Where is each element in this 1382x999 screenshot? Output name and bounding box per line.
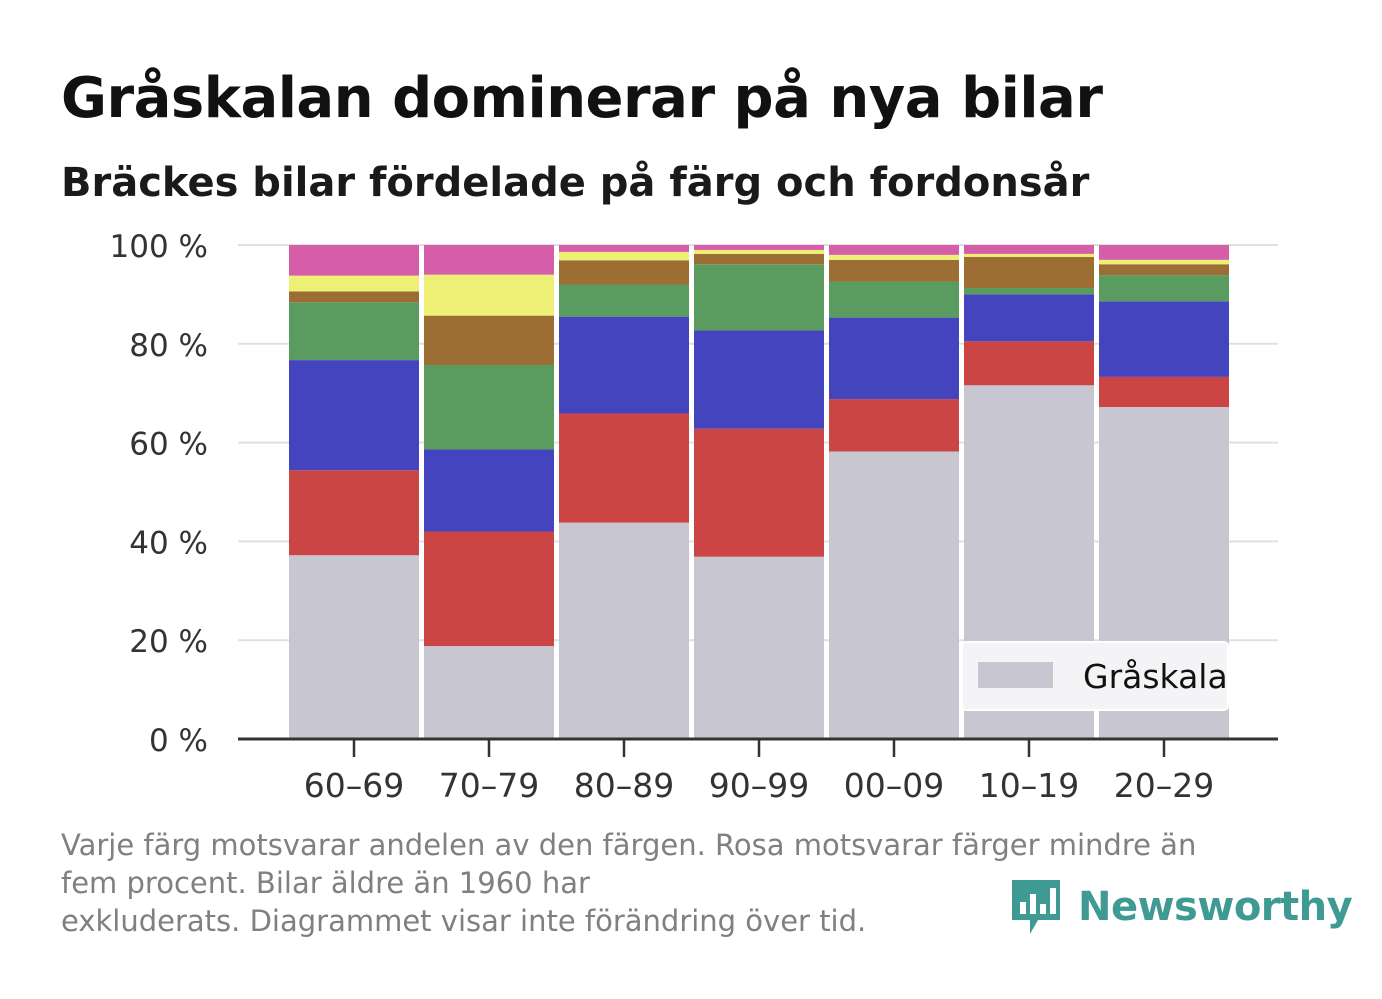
legend-label: Gråskala	[1083, 657, 1228, 696]
caption-line-1: Varje färg motsvarar andelen av den färg…	[61, 828, 1197, 862]
bar-segment	[1099, 264, 1229, 276]
bar-segment	[289, 360, 419, 471]
y-axis-ticks: 0 % 20 % 40 % 60 % 80 % 100 %	[110, 229, 208, 759]
bar-segment	[289, 245, 419, 276]
bar-segment	[964, 341, 1094, 386]
bar-segment	[559, 522, 689, 739]
bar-segment	[694, 249, 824, 254]
x-tick-label: 10–19	[979, 766, 1079, 805]
legend: Gråskala	[961, 641, 1229, 711]
bar-segment	[424, 274, 554, 316]
stacked-bar-chart: 0 % 20 % 40 % 60 % 80 % 100 % 60–69 70–79 80–89…	[110, 229, 1278, 805]
bar-segment	[559, 413, 689, 523]
bar-segment	[289, 275, 419, 292]
x-tick-label: 70–79	[439, 766, 539, 805]
bar-segment	[694, 428, 824, 557]
bar-segment	[1099, 275, 1229, 302]
bar-segment	[424, 365, 554, 450]
bar-segment	[964, 294, 1094, 342]
y-tick-label: 40 %	[129, 525, 208, 561]
caption: Varje färg motsvarar andelen av den färg…	[61, 826, 1301, 938]
bar-segment	[559, 251, 689, 261]
bar-segment	[964, 253, 1094, 257]
bar-segment	[1099, 376, 1229, 408]
bar-segment	[559, 316, 689, 414]
bar-segment	[829, 245, 959, 255]
bar-segment	[829, 281, 959, 318]
bar-segment	[1099, 245, 1229, 260]
y-tick-label: 20 %	[129, 624, 208, 660]
bar-segment	[424, 245, 554, 275]
bar-segment	[289, 291, 419, 303]
bar-segment	[1099, 259, 1229, 265]
legend-box	[961, 641, 1229, 711]
legend-swatch	[978, 662, 1053, 688]
caption-line-2: fem procent. Bilar äldre än 1960 har	[61, 866, 590, 900]
bar-segment	[694, 253, 824, 265]
bar-segment	[694, 556, 824, 739]
y-tick-label: 0 %	[149, 723, 208, 759]
chart-subtitle: Bräckes bilar fördelade på färg och ford…	[61, 160, 1090, 206]
x-tick-label: 20–29	[1114, 766, 1214, 805]
brand-name: Newsworthy	[1078, 884, 1353, 930]
bar-segment	[289, 470, 419, 556]
x-tick-label: 60–69	[304, 766, 404, 805]
bar-segment	[694, 264, 824, 331]
bar-segment	[424, 646, 554, 739]
y-tick-label: 80 %	[129, 328, 208, 364]
bar-segment	[1099, 301, 1229, 377]
bar-segment	[424, 315, 554, 366]
newsworthy-logo-icon	[1012, 880, 1060, 934]
y-tick-label: 100 %	[110, 229, 208, 265]
bar-segment	[829, 254, 959, 260]
x-axis-ticks: 60–69 70–79 80–89 90–99 00–09 10–19 20–29	[304, 739, 1214, 805]
x-tick-label: 90–99	[709, 766, 809, 805]
bar-segment	[559, 284, 689, 317]
bar-segment	[289, 302, 419, 361]
bar-segment	[829, 399, 959, 452]
bar-segment	[964, 245, 1094, 254]
bar-segment	[559, 260, 689, 285]
bar-segment	[829, 317, 959, 400]
bar-segment	[289, 555, 419, 739]
caption-line-3: exkluderats. Diagrammet visar inte förän…	[61, 904, 867, 938]
chart-title: Gråskalan dominerar på nya bilar	[61, 66, 1103, 131]
brand-logo: Newsworthy	[1008, 876, 1353, 938]
bar-segment	[559, 245, 689, 252]
bar-segment	[829, 259, 959, 282]
bar-segment	[424, 531, 554, 647]
bar-segment	[964, 287, 1094, 295]
x-tick-label: 80–89	[574, 766, 674, 805]
bar-segment	[694, 330, 824, 429]
x-tick-label: 00–09	[844, 766, 944, 805]
bar-segment	[424, 449, 554, 532]
bar-segment	[694, 245, 824, 250]
y-tick-label: 60 %	[129, 427, 208, 463]
bar-segment	[829, 451, 959, 739]
bar-segment	[964, 256, 1094, 288]
